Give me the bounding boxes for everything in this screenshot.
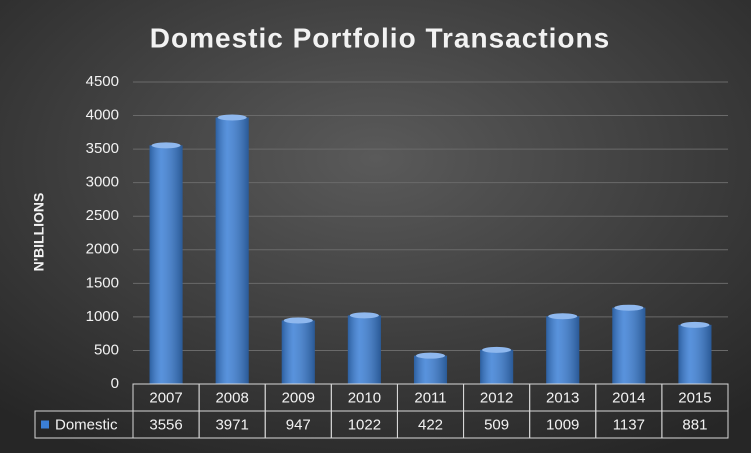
y-tick-label: 3000 — [86, 174, 119, 191]
x-tick-label: 2011 — [414, 389, 446, 406]
y-tick-label: 0 — [111, 375, 119, 392]
bar-shading — [149, 145, 183, 384]
y-tick-label: 1000 — [86, 308, 119, 325]
x-tick-label: 2013 — [546, 389, 579, 406]
x-tick-label: 2012 — [480, 389, 513, 406]
y-axis-title: N'BILLIONS — [31, 193, 47, 272]
x-tick-label: 2007 — [149, 389, 182, 406]
table-value: 1137 — [613, 416, 645, 433]
x-tick-label: 2010 — [348, 389, 381, 406]
bar-top — [680, 321, 710, 328]
bar-shading — [215, 117, 249, 385]
y-tick-label: 4500 — [86, 73, 119, 90]
bar-shading — [678, 324, 712, 384]
bar-shading — [281, 320, 315, 384]
table-value: 947 — [286, 416, 311, 433]
y-tick-label: 500 — [94, 341, 119, 358]
table-value: 509 — [484, 416, 509, 433]
legend-key — [41, 420, 49, 429]
table-value: 1022 — [348, 416, 381, 433]
chart-title: Domestic Portfolio Transactions — [150, 22, 610, 53]
x-tick-label: 2015 — [678, 389, 711, 406]
table-cell — [661, 410, 729, 439]
table-value: 422 — [418, 416, 443, 433]
bar-top — [217, 114, 247, 121]
legend-label: Domestic — [55, 416, 118, 433]
table-value: 3556 — [149, 416, 182, 433]
bar-top — [482, 346, 512, 353]
bar-top — [415, 352, 446, 359]
x-tick-label: 2008 — [215, 389, 248, 406]
bar-top — [283, 317, 313, 324]
y-tick-label: 2500 — [86, 207, 119, 224]
bar-top — [151, 142, 181, 149]
bar-top — [614, 304, 644, 311]
table-value: 881 — [682, 416, 707, 433]
bar-top — [548, 313, 578, 320]
bar-shading — [612, 307, 646, 384]
x-tick-label: 2014 — [612, 389, 645, 406]
y-tick-label: 3500 — [86, 140, 119, 157]
bar-shading — [480, 349, 514, 384]
table-value: 3971 — [215, 416, 248, 433]
x-tick-label: 2009 — [282, 389, 315, 406]
y-tick-label: 2000 — [86, 241, 119, 258]
bar-shading — [347, 315, 381, 384]
y-tick-label: 1500 — [86, 274, 119, 291]
y-tick-label: 4000 — [86, 107, 119, 124]
bar-shading — [413, 355, 448, 384]
bar-shading — [546, 316, 580, 384]
table-value: 1009 — [546, 416, 579, 433]
bar-top — [349, 312, 379, 319]
